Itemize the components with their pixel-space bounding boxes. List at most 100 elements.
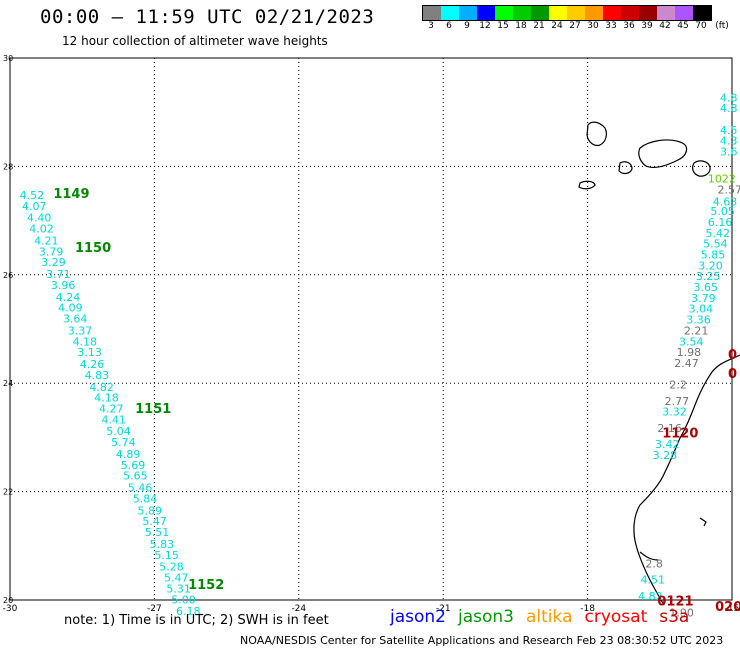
wave-height-value: 4.63	[713, 195, 738, 208]
legend-tick: 6	[446, 21, 452, 31]
legend-tick: 70	[695, 21, 707, 31]
wave-height-value: 5.04	[106, 425, 130, 438]
lon-tick-label: -18	[580, 604, 595, 614]
wave-height-value: 4.83	[85, 369, 110, 382]
legend-tick: 3	[428, 21, 434, 31]
color-legend-ticks: 3 6 9 12 15 18 21 24 27 30 33 36 39 42 45 70 (ft)	[422, 21, 734, 31]
wave-height-value: 5.00	[171, 593, 196, 606]
lat-tick-label: 20	[3, 596, 13, 605]
wave-height-value: 4.52	[20, 189, 45, 202]
lat-tick-label: 24	[3, 379, 13, 388]
lon-tick-label: -30	[3, 604, 18, 614]
wave-height-value: 4.40	[27, 212, 51, 225]
wave-height-value: 2.21	[684, 324, 709, 337]
coast-west-africa	[633, 354, 740, 606]
wave-height-value: 4.26	[80, 358, 105, 371]
legend-tick: 39	[641, 21, 653, 31]
legend-tick: 12	[479, 21, 491, 31]
island-gran-canaria	[692, 160, 711, 177]
pass-time-label: 0	[728, 367, 737, 382]
legend-tick: 27	[569, 21, 581, 31]
wave-height-value: 5.47	[142, 515, 167, 528]
legend-tick: 36	[623, 21, 635, 31]
satellite-legend-altika: altika	[526, 607, 573, 627]
satellite-legend-jason3: jason3	[458, 607, 514, 627]
wave-height-value: 4.24	[56, 291, 81, 304]
legend-swatch	[513, 6, 531, 20]
lon-tick-label: -27	[147, 604, 162, 614]
legend-tick: 42	[659, 21, 671, 31]
legend-tick: 9	[464, 21, 470, 31]
wave-height-value: 5.89	[138, 504, 163, 517]
lon-tick-label: -24	[291, 604, 306, 614]
wave-height-value: 2.16	[657, 422, 682, 435]
legend-tick: 30	[587, 21, 599, 31]
wave-height-value: 2.8	[645, 557, 663, 570]
wave-height-value: 3.20	[698, 259, 723, 272]
wave-height-value: 5.42	[706, 227, 731, 240]
satellite-legend-s3a: s3a	[659, 607, 690, 627]
legend-swatch	[495, 6, 513, 20]
pass-time-label: 1022	[708, 173, 736, 186]
page-title: 00:00 – 11:59 UTC 02/21/2023	[40, 6, 375, 28]
legend-tick: 33	[605, 21, 617, 31]
wave-height-value: 3.13	[77, 346, 102, 359]
legend-swatch	[441, 6, 459, 20]
wave-height-value: 3.79	[691, 292, 716, 305]
wave-height-value: 3.28	[653, 449, 678, 462]
legend-swatch	[585, 6, 603, 20]
pass-time-label: 1151	[135, 402, 171, 417]
wave-height-value: 5.28	[159, 561, 184, 574]
wave-height-value: 3.54	[679, 335, 704, 348]
wave-height-value: 1.90	[669, 606, 694, 619]
wave-height-value: 2.2	[669, 379, 687, 392]
wave-height-value: 3.25	[696, 270, 721, 283]
wave-height-value: 5.69	[121, 459, 146, 472]
wave-height-value: 3.36	[686, 314, 711, 327]
wave-height-value: 4.09	[58, 302, 82, 315]
wave-height-value: 5.47	[164, 572, 189, 585]
wave-height-value: 4.27	[99, 402, 124, 415]
island-hierro	[578, 180, 596, 190]
lon-tick-label: -21	[436, 604, 451, 614]
pass-time-label: 1120	[662, 426, 698, 441]
wave-height-value: 3.37	[68, 324, 93, 337]
coast-bay	[639, 551, 659, 561]
legend-tick: 15	[497, 21, 509, 31]
legend-tick: 18	[515, 21, 527, 31]
pass-time-label: 0121	[657, 594, 693, 609]
lat-tick-label: 28	[3, 162, 13, 171]
wave-height-value: 5.05	[710, 205, 735, 218]
wave-height-value: 5.46	[128, 482, 153, 495]
map-frame	[9, 57, 733, 601]
legend-swatch	[531, 6, 549, 20]
wave-height-value: 5.83	[150, 538, 175, 551]
wave-height-value: 3.64	[63, 312, 88, 325]
legend-tick: 24	[551, 21, 563, 31]
lon-tick-label: -15	[725, 604, 740, 614]
wave-height-value: 4.8	[720, 102, 738, 115]
wave-height-value: 3.6	[720, 146, 738, 159]
wave-height-value: 1.98	[677, 346, 702, 359]
color-legend-bar	[422, 5, 712, 21]
legend-swatch	[657, 6, 675, 20]
cape-blanc	[699, 517, 707, 527]
wave-height-value: 5.65	[123, 470, 148, 483]
legend-swatch	[477, 6, 495, 20]
wave-height-value: 5.85	[701, 249, 726, 262]
legend-swatch	[603, 6, 621, 20]
legend-swatch	[693, 6, 711, 20]
lat-tick-label: 30	[3, 54, 13, 63]
wave-height-value: 4.21	[34, 234, 59, 247]
island-la-palma	[586, 121, 607, 147]
legend-tick: 21	[533, 21, 545, 31]
wave-height-value: 3.79	[39, 245, 64, 258]
legend-swatch	[549, 6, 567, 20]
wave-height-value: 4.02	[29, 223, 54, 236]
footer-note: note: 1) Time is in UTC; 2) SWH is in fe…	[64, 613, 329, 628]
wave-height-value: 5.54	[703, 238, 728, 251]
wave-height-labels: 4.524.074.404.024.213.793.293.713.964.24…	[20, 91, 740, 619]
satellite-legend: jason2 jason3 altika cryosat s3a	[390, 607, 701, 627]
wave-height-value: 4.51	[641, 574, 666, 587]
wave-height-value: 4.41	[101, 413, 126, 426]
